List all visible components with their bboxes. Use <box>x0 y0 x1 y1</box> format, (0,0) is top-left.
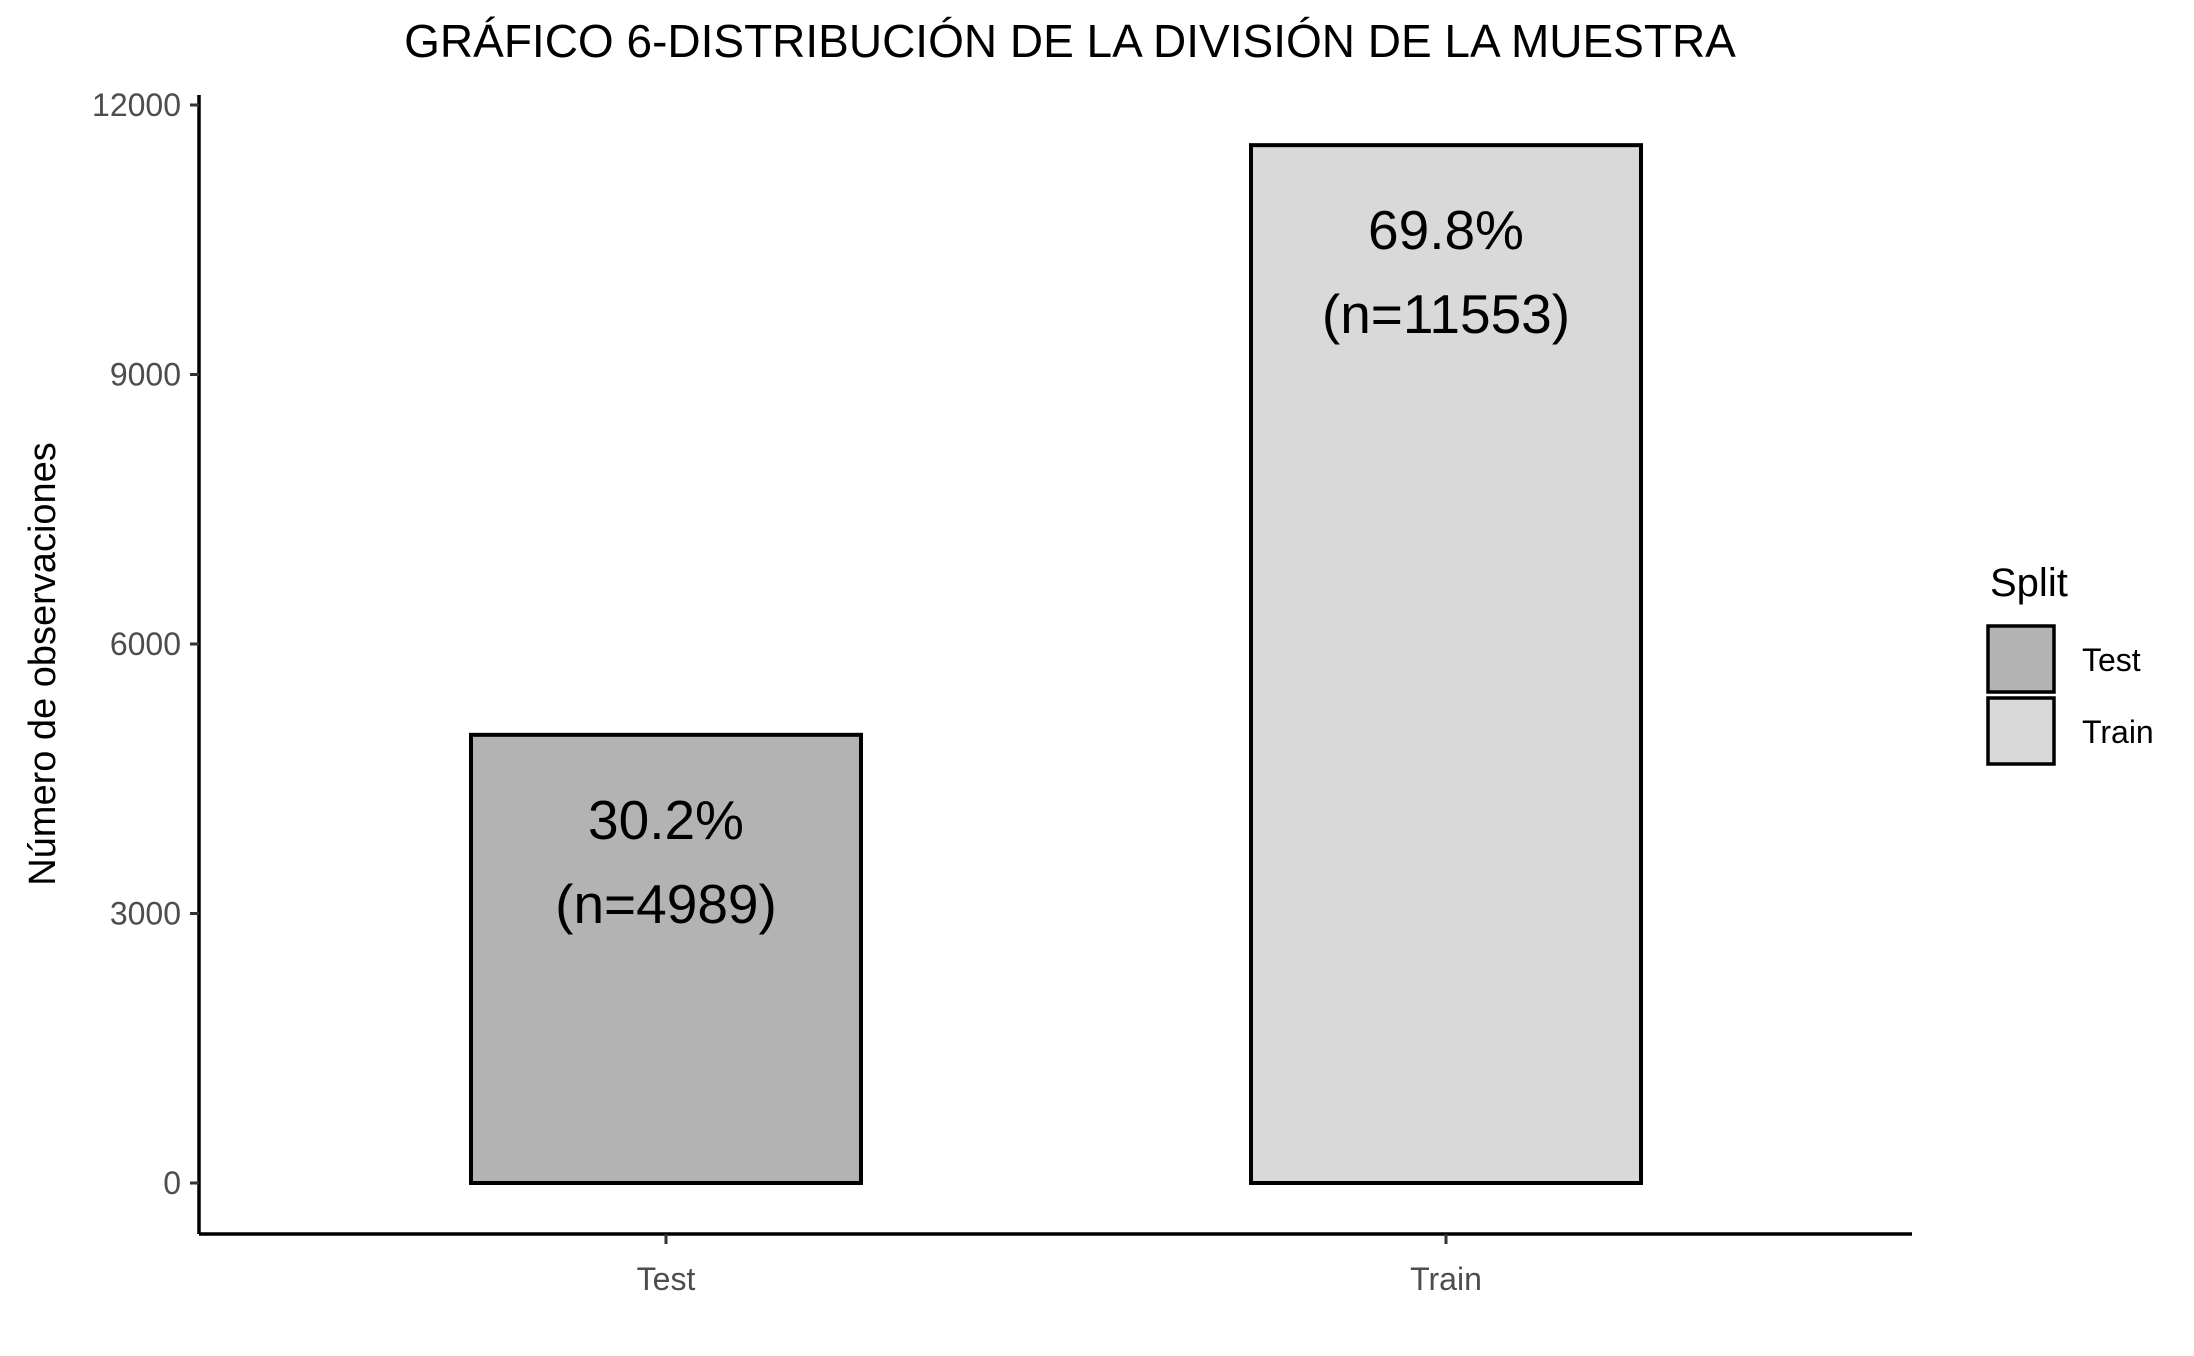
bar-label-percent: 30.2% <box>588 789 744 851</box>
x-tick-label: Train <box>1410 1261 1482 1297</box>
y-tick-label: 0 <box>163 1165 181 1201</box>
bar-label-count: (n=11553) <box>1322 283 1570 345</box>
legend: Split Test Train <box>1986 561 2154 766</box>
legend-title: Split <box>1990 561 2068 605</box>
bar-test <box>469 732 863 1185</box>
chart-title: GRÁFICO 6-DISTRIBUCIÓN DE LA DIVISIÓN DE… <box>404 15 1736 67</box>
plot-area: 30.2% (n=4989) 69.8% (n=11553) 0 3000 6000 9000… <box>92 87 1912 1297</box>
bar-label-count: (n=4989) <box>555 873 777 935</box>
legend-label-test: Test <box>2082 642 2141 678</box>
bar-label-percent: 69.8% <box>1368 199 1524 261</box>
legend-key-test <box>1986 624 2056 694</box>
legend-key-train <box>1986 696 2056 766</box>
legend-entries: Test Train <box>1986 624 2154 766</box>
y-tick-label: 6000 <box>110 626 181 662</box>
y-tick-label: 3000 <box>110 896 181 932</box>
y-tick-label: 12000 <box>92 87 181 123</box>
bar-train <box>1249 143 1643 1185</box>
y-axis-label: Número de observaciones <box>22 442 64 886</box>
x-tick-label: Test <box>637 1261 696 1297</box>
legend-label-train: Train <box>2082 714 2154 750</box>
y-tick-label: 9000 <box>110 357 181 393</box>
